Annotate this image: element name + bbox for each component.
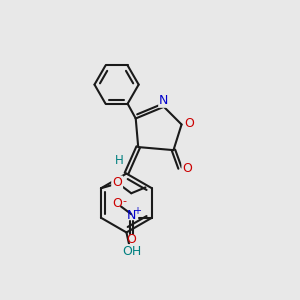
Text: +: +: [133, 206, 141, 216]
Text: H: H: [115, 154, 124, 167]
Text: O: O: [126, 233, 136, 246]
Text: N: N: [159, 94, 169, 107]
Text: -: -: [123, 196, 127, 206]
Text: O: O: [112, 176, 122, 190]
Text: O: O: [182, 162, 192, 175]
Text: O: O: [184, 116, 194, 130]
Text: O: O: [112, 197, 122, 210]
Text: OH: OH: [123, 245, 142, 258]
Text: N: N: [127, 209, 136, 222]
